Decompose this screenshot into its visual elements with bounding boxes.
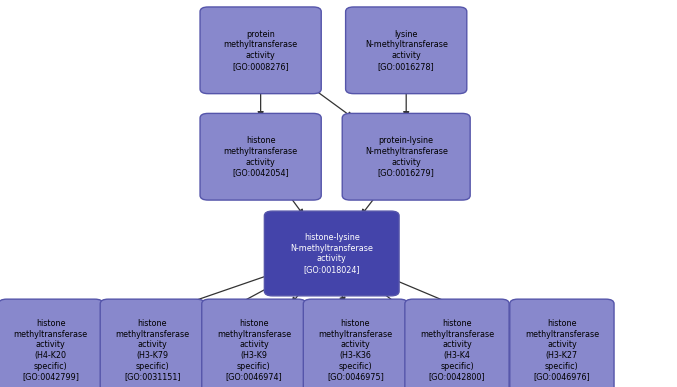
FancyBboxPatch shape: [200, 7, 321, 94]
Text: histone
methyltransferase
activity
[GO:0042054]: histone methyltransferase activity [GO:0…: [223, 136, 298, 177]
Text: protein-lysine
N-methyltransferase
activity
[GO:0016279]: protein-lysine N-methyltransferase activ…: [365, 136, 447, 177]
Text: histone
methyltransferase
activity
(H3-K36
specific)
[GO:0046975]: histone methyltransferase activity (H3-K…: [318, 319, 393, 382]
Text: protein
methyltransferase
activity
[GO:0008276]: protein methyltransferase activity [GO:0…: [223, 30, 298, 71]
FancyBboxPatch shape: [0, 299, 103, 387]
FancyBboxPatch shape: [100, 299, 204, 387]
FancyBboxPatch shape: [342, 113, 470, 200]
Text: histone
methyltransferase
activity
(H4-K20
specific)
[GO:0042799]: histone methyltransferase activity (H4-K…: [14, 319, 88, 382]
FancyBboxPatch shape: [405, 299, 509, 387]
Text: histone
methyltransferase
activity
(H3-K4
specific)
[GO:0042800]: histone methyltransferase activity (H3-K…: [420, 319, 494, 382]
FancyBboxPatch shape: [202, 299, 306, 387]
FancyBboxPatch shape: [303, 299, 408, 387]
Text: histone
methyltransferase
activity
(H3-K27
specific)
[GO:0046976]: histone methyltransferase activity (H3-K…: [525, 319, 599, 382]
FancyBboxPatch shape: [200, 113, 321, 200]
Text: histone
methyltransferase
activity
(H3-K79
specific)
[GO:0031151]: histone methyltransferase activity (H3-K…: [115, 319, 190, 382]
FancyBboxPatch shape: [346, 7, 467, 94]
Text: lysine
N-methyltransferase
activity
[GO:0016278]: lysine N-methyltransferase activity [GO:…: [365, 30, 447, 71]
FancyBboxPatch shape: [264, 211, 399, 296]
Text: histone
methyltransferase
activity
(H3-K9
specific)
[GO:0046974]: histone methyltransferase activity (H3-K…: [217, 319, 291, 382]
Text: histone-lysine
N-methyltransferase
activity
[GO:0018024]: histone-lysine N-methyltransferase activ…: [290, 233, 373, 274]
FancyBboxPatch shape: [510, 299, 614, 387]
